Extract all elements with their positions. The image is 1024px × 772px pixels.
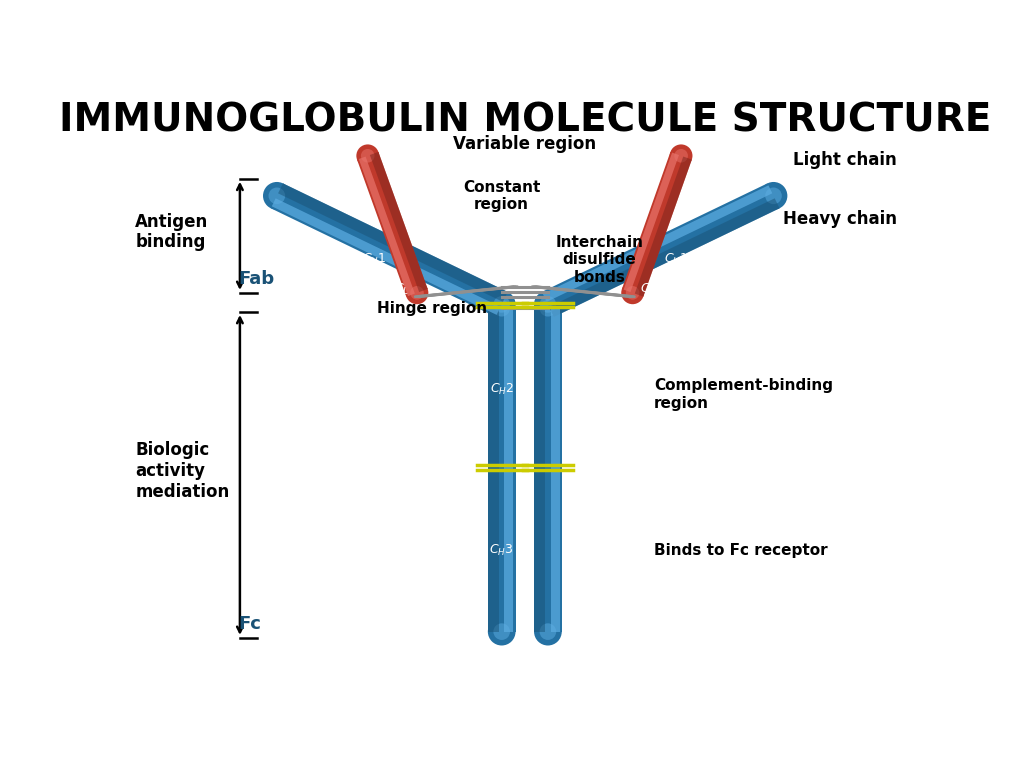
Polygon shape (622, 152, 692, 296)
Circle shape (540, 623, 556, 640)
Circle shape (535, 618, 562, 645)
Polygon shape (535, 308, 545, 631)
Polygon shape (624, 153, 679, 292)
Polygon shape (543, 185, 772, 302)
Polygon shape (271, 198, 501, 315)
Circle shape (535, 294, 562, 322)
Circle shape (268, 188, 285, 204)
Circle shape (626, 286, 639, 300)
Circle shape (411, 286, 424, 300)
Polygon shape (487, 308, 515, 631)
Circle shape (540, 300, 556, 317)
Text: Hinge region: Hinge region (377, 301, 487, 316)
Circle shape (487, 290, 515, 318)
Text: $C_H2$: $C_H2$ (489, 381, 514, 397)
Text: Biologic
activity
mediation: Biologic activity mediation (135, 442, 229, 501)
Circle shape (674, 149, 688, 163)
Circle shape (670, 144, 692, 168)
Text: Fab: Fab (239, 270, 274, 288)
Polygon shape (535, 308, 562, 631)
Circle shape (540, 296, 556, 313)
Circle shape (760, 182, 787, 210)
Polygon shape (551, 308, 559, 631)
Polygon shape (549, 198, 779, 317)
Circle shape (360, 149, 375, 163)
Circle shape (356, 144, 379, 168)
Circle shape (622, 282, 644, 304)
Text: $C_H1$: $C_H1$ (664, 252, 688, 267)
Polygon shape (270, 183, 508, 317)
Circle shape (406, 282, 428, 304)
Text: Heavy chain: Heavy chain (782, 210, 897, 228)
Polygon shape (358, 157, 415, 296)
Polygon shape (357, 152, 428, 296)
Circle shape (765, 188, 782, 204)
Polygon shape (370, 152, 428, 292)
Polygon shape (487, 308, 499, 631)
Text: Light chain: Light chain (793, 151, 897, 168)
Text: Constant
region: Constant region (463, 180, 541, 212)
Circle shape (535, 290, 562, 318)
Text: Antigen
binding: Antigen binding (135, 212, 209, 252)
Circle shape (487, 618, 515, 645)
Circle shape (263, 182, 291, 210)
Polygon shape (635, 157, 692, 296)
Circle shape (487, 294, 515, 322)
Text: Fc: Fc (239, 615, 261, 633)
Circle shape (494, 296, 510, 313)
Text: $C_L$: $C_L$ (640, 282, 655, 296)
Polygon shape (279, 183, 508, 302)
Polygon shape (505, 308, 513, 631)
Text: Binds to Fc receptor: Binds to Fc receptor (654, 543, 827, 557)
Text: $C_H1$: $C_H1$ (361, 252, 386, 267)
Circle shape (494, 623, 510, 640)
Text: Variable region: Variable region (454, 135, 596, 153)
Circle shape (494, 300, 510, 317)
Text: IMMUNOGLOBULIN MOLECULE STRUCTURE: IMMUNOGLOBULIN MOLECULE STRUCTURE (58, 102, 991, 140)
Text: Interchain
disulfide
bonds: Interchain disulfide bonds (556, 235, 644, 285)
Text: $C_H3$: $C_H3$ (489, 543, 514, 558)
Text: Complement-binding
region: Complement-binding region (654, 378, 834, 411)
Text: $C_L$: $C_L$ (394, 282, 410, 296)
Polygon shape (542, 183, 779, 317)
